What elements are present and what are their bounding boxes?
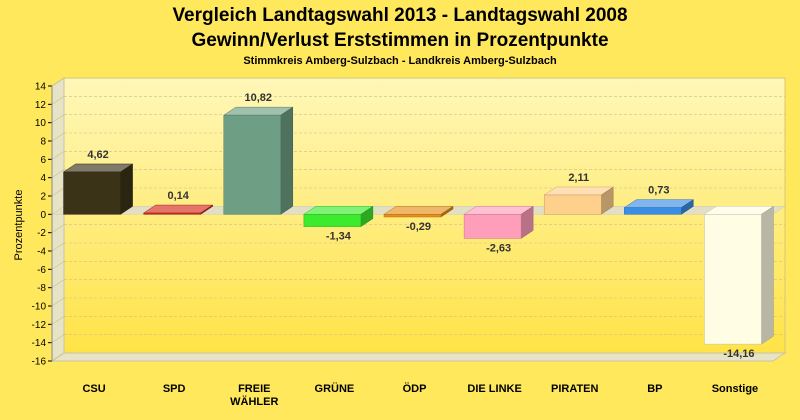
data-label-0: 4,62 — [87, 149, 108, 161]
x-tick-label-2: FREIE — [238, 383, 270, 395]
data-label-7: 0,73 — [648, 185, 669, 197]
gridline-side — [51, 77, 65, 87]
gridline-side — [51, 334, 65, 343]
bar-side-face — [280, 106, 294, 215]
x-tick-label-8: Sonstige — [712, 383, 758, 395]
y-tick-label: 10 — [35, 118, 47, 129]
y-tick-label: -2 — [37, 228, 46, 239]
bar — [543, 194, 602, 215]
plot-floor — [50, 352, 787, 362]
y-tick-label: 12 — [35, 100, 47, 111]
bar-3 — [303, 205, 374, 228]
bar-1 — [142, 204, 214, 215]
x-tick-label-3: GRÜNE — [315, 382, 355, 395]
gridline-side — [51, 316, 65, 325]
data-label-6: 2,11 — [568, 172, 589, 184]
bar — [383, 214, 442, 218]
gridline-side — [51, 96, 65, 105]
x-tick-label-4: ÖDP — [403, 382, 427, 395]
bar-5 — [463, 205, 534, 239]
y-tick-label: -8 — [37, 283, 46, 294]
x-tick-label-2: WÄHLER — [230, 395, 278, 408]
chart-title: Vergleich Landtagswahl 2013 - Landtagswa… — [172, 5, 627, 26]
bar-2 — [222, 106, 294, 215]
data-label-2: 10,82 — [245, 92, 273, 104]
bar-side-face — [120, 163, 133, 215]
gridline-side — [51, 151, 65, 160]
gridline-side — [51, 169, 65, 178]
bar-6 — [543, 186, 615, 215]
plot-left-wall — [51, 77, 65, 362]
y-tick-label: -10 — [32, 302, 47, 313]
bar-0 — [62, 163, 134, 215]
bar — [463, 214, 522, 239]
gridline-side — [51, 114, 65, 123]
y-tick-label: -16 — [32, 357, 47, 368]
bar — [704, 214, 762, 345]
y-tick-label: -6 — [37, 265, 46, 276]
y-tick-label: -12 — [32, 320, 47, 331]
bar-side-face — [761, 205, 774, 345]
gridline-side — [51, 261, 65, 270]
gridline-side — [51, 279, 65, 288]
bar — [223, 114, 282, 215]
gridline-side — [51, 132, 65, 142]
x-tick-label-1: SPD — [163, 383, 186, 395]
data-label-8: -14,16 — [723, 348, 754, 360]
gridline-side — [51, 242, 65, 252]
y-tick-label: 4 — [40, 173, 46, 184]
bar — [624, 207, 682, 215]
bar — [143, 212, 201, 215]
gridline-side — [51, 297, 65, 307]
y-tick-label: 8 — [40, 137, 46, 148]
data-label-4: -0,29 — [406, 221, 431, 233]
y-tick-label: -14 — [32, 338, 47, 349]
bar — [303, 214, 362, 227]
data-label-1: 0,14 — [167, 190, 189, 202]
x-tick-label-0: CSU — [82, 383, 105, 395]
x-tick-label-6: PIRATEN — [551, 383, 599, 395]
bar — [63, 171, 121, 215]
data-label-5: -2,63 — [486, 242, 511, 254]
bar-7 — [623, 199, 695, 215]
chart-subtitle: Gewinn/Verlust Erststimmen in Prozentpun… — [191, 30, 608, 51]
gridline-side — [51, 187, 65, 197]
bar-8 — [703, 205, 775, 345]
chart-sub-subtitle: Stimmkreis Amberg-Sulzbach - Landkreis A… — [243, 55, 557, 67]
bar-4 — [383, 205, 454, 218]
y-tick-label: 2 — [40, 192, 46, 203]
gridline-side — [51, 352, 65, 362]
y-tick-label: 0 — [40, 210, 46, 221]
y-tick-label: -4 — [37, 247, 46, 258]
data-label-3: -1,34 — [326, 231, 352, 243]
y-axis-label: Prozentpunkte — [13, 190, 25, 261]
x-tick-label-7: BP — [647, 383, 662, 395]
y-tick-label: 14 — [35, 82, 47, 93]
gridline-side — [51, 224, 65, 233]
y-tick-label: 6 — [40, 155, 46, 166]
x-tick-label-5: DIE LINKE — [467, 383, 521, 395]
